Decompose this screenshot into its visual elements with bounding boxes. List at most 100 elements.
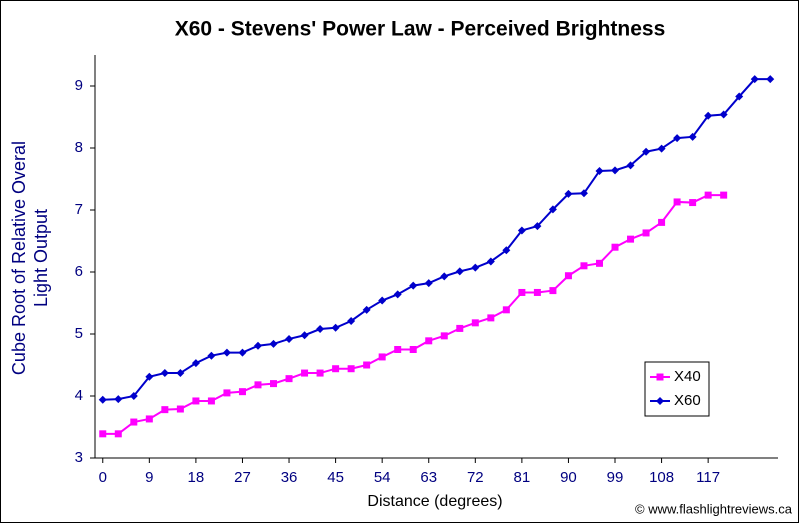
- data-point: [176, 369, 185, 378]
- data-point: [130, 418, 138, 426]
- y-tick-label: 6: [75, 263, 83, 280]
- data-point: [424, 279, 433, 288]
- y-tick-label: 4: [75, 387, 83, 404]
- data-point: [378, 353, 386, 361]
- data-point: [347, 365, 355, 373]
- credit: © www.flashlightreviews.ca: [635, 501, 793, 516]
- data-point: [114, 430, 122, 438]
- data-point: [394, 346, 402, 353]
- data-point: [689, 199, 697, 207]
- data-point: [253, 341, 262, 350]
- data-point: [285, 375, 293, 383]
- x-tick-label: 99: [607, 469, 624, 486]
- data-point: [363, 361, 371, 369]
- data-point: [99, 430, 107, 438]
- data-point: [688, 132, 697, 141]
- data-point: [720, 191, 728, 199]
- data-point: [611, 166, 620, 175]
- x-tick-label: 81: [514, 469, 531, 486]
- data-point: [579, 189, 588, 198]
- data-point: [145, 372, 154, 381]
- data-point: [502, 246, 511, 255]
- data-point: [176, 405, 184, 413]
- x-tick-label: 0: [99, 469, 107, 486]
- y-axis-label-line: Light Output: [31, 209, 51, 307]
- data-point: [642, 147, 651, 156]
- data-point: [254, 381, 262, 389]
- data-point: [425, 337, 433, 345]
- data-point: [270, 380, 278, 388]
- y-tick-label: 3: [75, 449, 83, 466]
- data-point: [564, 189, 573, 198]
- data-point: [502, 306, 510, 314]
- data-point: [238, 348, 247, 357]
- data-point: [161, 406, 169, 414]
- data-point: [548, 205, 557, 214]
- y-tick-label: 5: [75, 325, 83, 342]
- legend-box: [644, 361, 710, 417]
- data-point: [673, 134, 682, 143]
- data-point: [704, 111, 713, 120]
- legend-label: X40: [674, 368, 701, 385]
- data-point: [719, 110, 728, 119]
- y-tick-label: 8: [75, 139, 83, 156]
- data-point: [704, 191, 712, 199]
- legend-label: X60: [674, 392, 701, 409]
- data-point: [657, 144, 666, 153]
- data-point: [487, 314, 495, 322]
- data-point: [673, 198, 681, 206]
- x-axis-label: Distance (degrees): [367, 493, 502, 510]
- data-point: [378, 296, 387, 305]
- data-point: [160, 369, 169, 378]
- x-tick-label: 108: [649, 469, 674, 486]
- data-point: [533, 222, 542, 231]
- data-point: [285, 334, 294, 343]
- data-point: [456, 324, 464, 332]
- data-point: [455, 267, 464, 276]
- data-point: [611, 243, 619, 251]
- data-point: [517, 226, 526, 235]
- data-point: [471, 263, 480, 272]
- x-tick-label: 54: [374, 469, 391, 486]
- data-point: [518, 288, 526, 296]
- data-point: [316, 369, 324, 377]
- data-point: [222, 348, 231, 357]
- y-axis-label: Cube Root of Relative Overal Light Outpu…: [9, 141, 51, 375]
- x-tick-label: 36: [281, 469, 298, 486]
- data-point: [331, 323, 340, 332]
- data-point: [393, 290, 402, 299]
- data-point: [440, 272, 449, 281]
- data-point: [564, 272, 572, 280]
- data-point: [114, 395, 123, 404]
- x-tick-label: 117: [696, 469, 720, 486]
- x-tick-label: 27: [234, 469, 251, 486]
- x-tick-label: 45: [327, 469, 344, 486]
- x-tick-label: 63: [420, 469, 437, 486]
- data-point: [642, 229, 650, 237]
- data-point: [207, 351, 216, 360]
- data-point: [549, 287, 557, 295]
- data-point: [316, 325, 325, 334]
- data-point: [129, 392, 138, 400]
- data-point: [347, 316, 356, 325]
- data-point: [300, 331, 309, 340]
- data-point: [627, 235, 635, 243]
- y-tick-label: 7: [75, 201, 83, 218]
- legend-marker: [656, 397, 664, 405]
- x-tick-label: 72: [467, 469, 484, 486]
- data-point: [409, 281, 418, 290]
- data-point: [735, 92, 744, 101]
- data-point: [207, 397, 215, 405]
- data-point: [238, 388, 246, 396]
- data-point: [269, 339, 278, 348]
- data-point: [766, 75, 775, 84]
- data-point: [362, 305, 371, 314]
- data-point: [301, 369, 309, 377]
- data-point: [332, 365, 340, 373]
- data-point: [409, 346, 417, 353]
- data-point: [595, 166, 604, 175]
- data-point: [471, 319, 479, 327]
- data-point: [486, 257, 495, 266]
